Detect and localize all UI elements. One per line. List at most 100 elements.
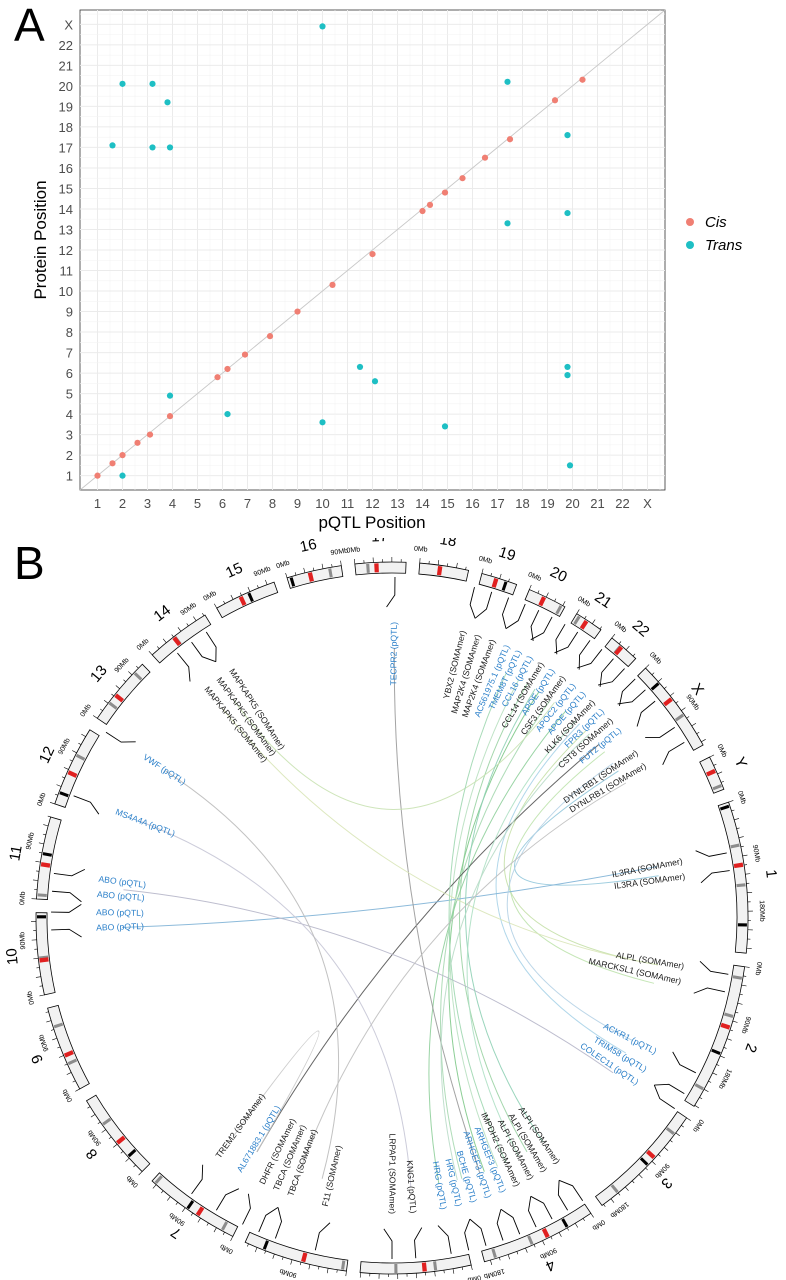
label-connector: [51, 928, 82, 938]
chromosome-14-label: 14: [151, 602, 175, 626]
cytoband: [133, 672, 143, 681]
chromosome-11-label: 11: [6, 844, 25, 862]
scale-tick: [54, 793, 58, 796]
y-tick-label: 1: [66, 469, 73, 484]
scale-tick: [739, 993, 743, 996]
trans-point: [504, 220, 511, 227]
scale-tick: [56, 784, 62, 787]
scale-tick: [465, 566, 467, 570]
cis-point: [441, 189, 449, 196]
chromosome-4-ideogram: [481, 1203, 592, 1263]
gene-label: ABO (pQTL): [96, 921, 144, 933]
cytoband: [639, 1157, 649, 1166]
scale-tick: [669, 1139, 673, 1143]
x-tick-label: 3: [144, 496, 151, 511]
panel-a-letter: A: [14, 0, 45, 51]
cis-point: [481, 154, 489, 161]
label-connector: [500, 1208, 521, 1235]
scale-tick: [281, 1256, 284, 1260]
cis-point: [294, 308, 301, 315]
scale-label: 0Mb: [276, 560, 291, 571]
panel-b-letter: B: [14, 537, 45, 589]
centromere: [733, 862, 744, 869]
x-tick-label: 9: [294, 496, 301, 511]
scale-label: 0Mb: [414, 546, 428, 554]
scale-label: 90Mb: [114, 657, 131, 675]
scale-tick: [529, 584, 532, 590]
scale-tick: [285, 572, 288, 578]
scale-tick: [72, 750, 77, 754]
scale-tick: [461, 1266, 464, 1271]
cis-point: [109, 460, 116, 467]
scale-tick: [721, 780, 725, 783]
scale-tick: [254, 1247, 258, 1253]
cis-point: [329, 281, 336, 288]
label-connector: [557, 1180, 569, 1211]
scale-tick: [603, 1204, 606, 1207]
scale-tick: [651, 1161, 656, 1165]
scale-label: 0Mb: [715, 743, 727, 758]
trans-point: [119, 472, 126, 479]
scale-tick: [101, 1129, 106, 1133]
y-tick-label: 17: [59, 140, 73, 155]
scale-tick: [111, 693, 114, 697]
scale-tick: [675, 1132, 680, 1137]
link-arc: [221, 707, 658, 966]
scale-tick: [52, 1037, 58, 1041]
x-tick-labels: 1 2 3 4 5 6 7 8 9 10 11 12 13 14 15 16 17 18 19 20 21 22 X: [94, 496, 652, 511]
scale-tick: [222, 1232, 225, 1235]
x-tick-label: 15: [440, 496, 454, 511]
chromosome-21-label: 21: [591, 589, 614, 612]
scale-label: 0Mb: [527, 571, 542, 583]
chromosome-1-label: 1: [762, 869, 780, 879]
scale-tick: [61, 776, 65, 779]
chromosome-13-label: 13: [87, 662, 111, 686]
label-connector: [699, 960, 729, 975]
cytoband: [694, 1083, 704, 1091]
scale-tick: [148, 650, 153, 656]
trans-point: [564, 372, 571, 379]
label-connector: [496, 1209, 504, 1241]
cytoband: [712, 784, 722, 791]
scale-label: 0Mb: [26, 990, 36, 1005]
scale-tick: [582, 1218, 585, 1222]
scale-tick: [599, 626, 602, 630]
cytoband: [501, 581, 508, 591]
scale-tick: [576, 609, 580, 614]
cis-point: [214, 374, 221, 381]
scatter-plot: 1 2 3 4 5 6 7 8 9 10 11 12 13 14 15 16 17 18 19 20 21 22 X 123…: [31, 9, 743, 532]
scale-tick: [58, 1055, 64, 1058]
scale-tick: [136, 665, 139, 669]
scale-tick: [345, 1271, 347, 1277]
label-connector: [554, 631, 579, 654]
scale-tick: [265, 579, 268, 585]
scale-tick: [533, 1244, 536, 1248]
link-arc: [448, 673, 507, 1163]
cytoband: [328, 568, 333, 578]
label-connector: [274, 1207, 282, 1239]
cytoband: [737, 923, 747, 927]
scale-tick: [736, 827, 740, 830]
chromosome-10-label: 10: [3, 947, 22, 965]
scale-tick: [470, 1265, 473, 1271]
scale-tick: [193, 616, 197, 621]
scale-tick: [632, 653, 636, 657]
chromosome-9-label: 9: [28, 1052, 47, 1066]
cytoband: [561, 1218, 569, 1228]
scale-tick: [525, 1247, 528, 1253]
label-connector: [469, 1218, 487, 1246]
label-connector: [599, 658, 614, 687]
x-tick-label: 7: [244, 496, 251, 511]
scale-tick: [625, 645, 630, 651]
trans-point: [319, 419, 326, 426]
gene-label: TECPR2 (pQTL): [388, 622, 399, 686]
scale-tick: [490, 1260, 493, 1266]
cis-point: [426, 201, 434, 208]
label-connector: [558, 1179, 584, 1201]
scale-tick: [610, 1198, 615, 1203]
link-arc: [509, 751, 655, 984]
scale-tick: [46, 1020, 52, 1023]
scale-tick: [177, 627, 182, 632]
label-connector: [205, 631, 217, 662]
chromosome-12-label: 12: [36, 744, 59, 766]
